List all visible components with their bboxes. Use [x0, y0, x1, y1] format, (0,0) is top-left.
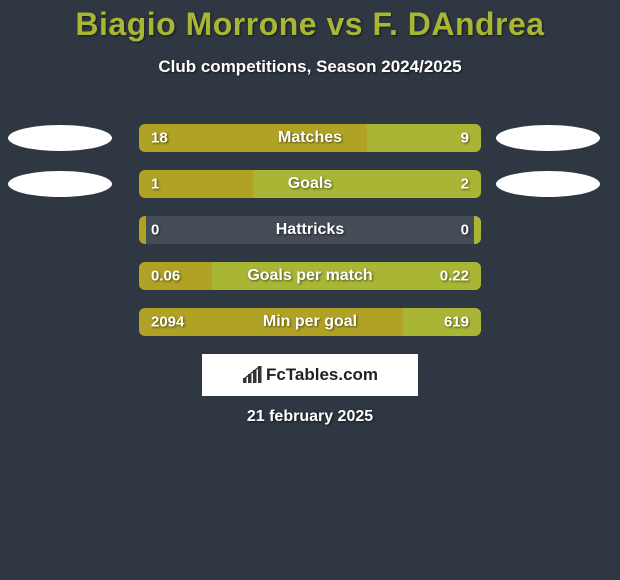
avatar-placeholder-left — [8, 171, 112, 197]
avatar-placeholder-right — [496, 171, 600, 197]
stat-row: 1 2 Goals — [0, 170, 620, 198]
stat-label: Min per goal — [139, 313, 481, 331]
stat-row: 18 9 Matches — [0, 124, 620, 152]
avatar-placeholder-right — [496, 125, 600, 151]
stat-label: Matches — [139, 129, 481, 147]
date-line: 21 february 2025 — [0, 408, 620, 426]
bar-chart-icon — [242, 366, 262, 384]
logo-text: FcTables.com — [266, 365, 378, 385]
stat-row: 2094 619 Min per goal — [0, 308, 620, 336]
subtitle: Club competitions, Season 2024/2025 — [0, 57, 620, 77]
logo-box: FcTables.com — [202, 354, 418, 396]
stats-container: 18 9 Matches 1 2 Goals 0 0 Hattricks 0.0… — [0, 124, 620, 336]
stat-label: Hattricks — [139, 221, 481, 239]
stat-label: Goals per match — [139, 267, 481, 285]
stat-row: 0 0 Hattricks — [0, 216, 620, 244]
stat-row: 0.06 0.22 Goals per match — [0, 262, 620, 290]
avatar-placeholder-left — [8, 125, 112, 151]
stat-label: Goals — [139, 175, 481, 193]
page-title: Biagio Morrone vs F. DAndrea — [0, 0, 620, 43]
